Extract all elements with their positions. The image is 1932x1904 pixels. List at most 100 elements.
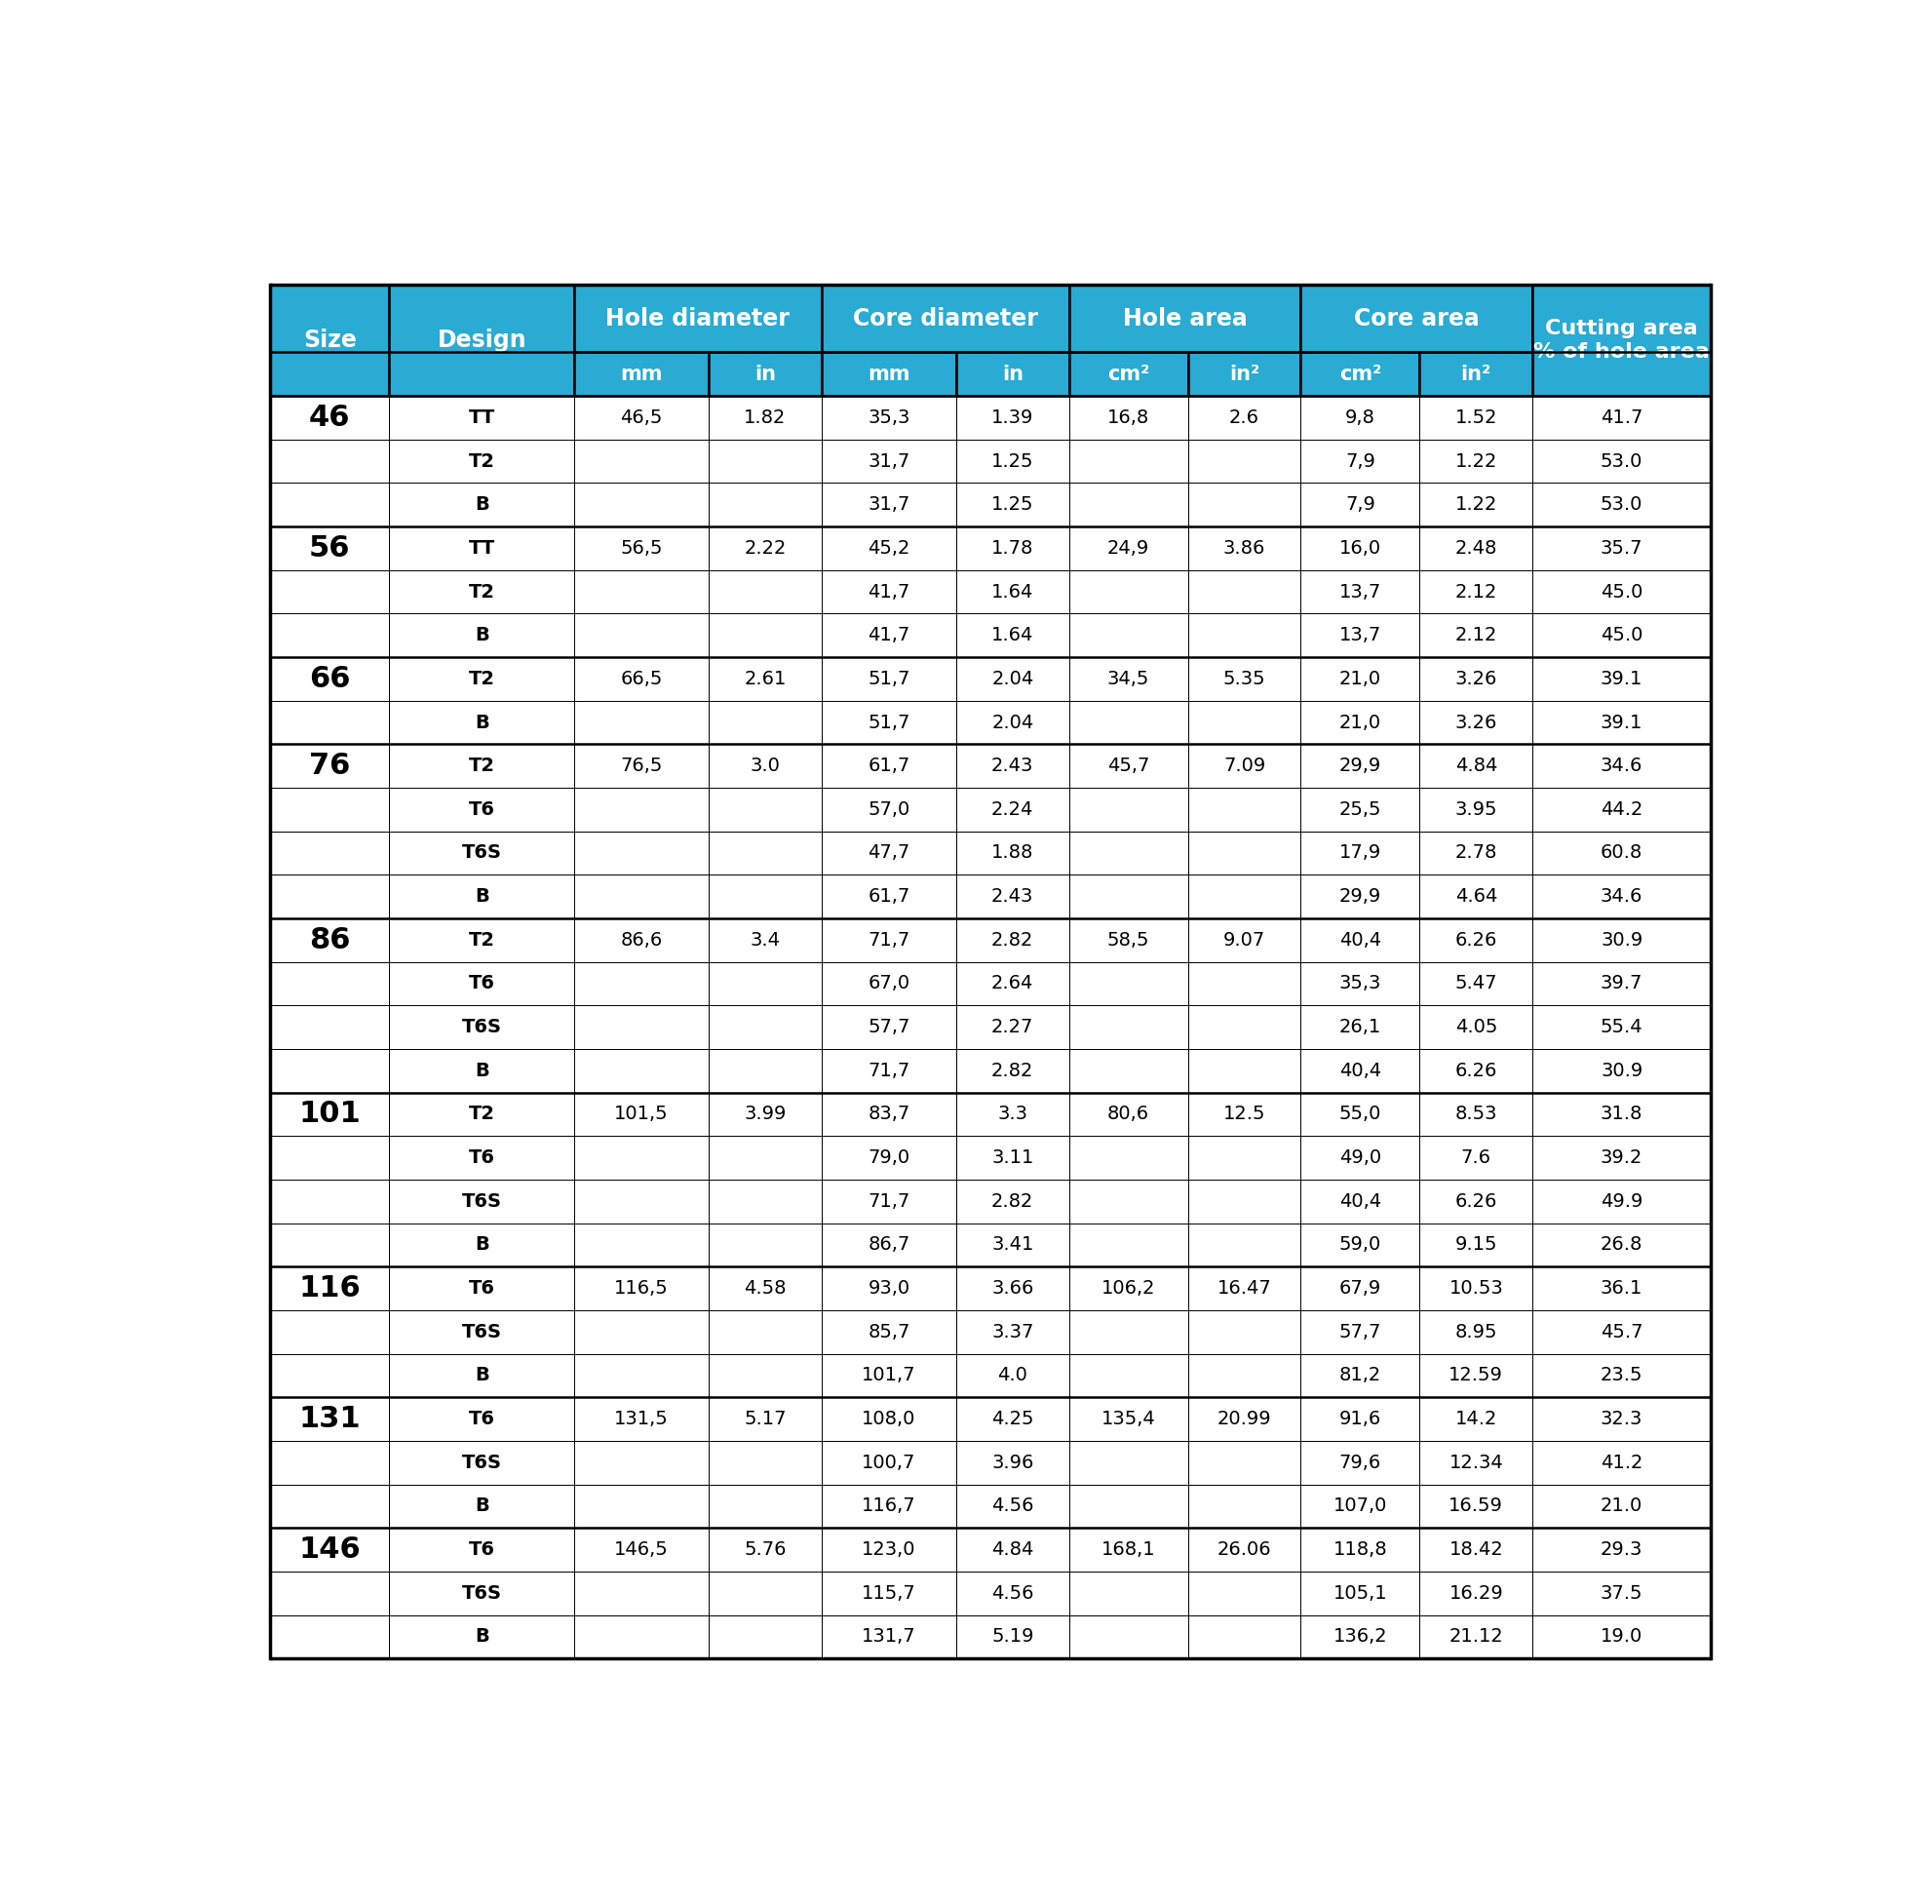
Text: T6: T6: [468, 1540, 495, 1559]
Bar: [1418, 1049, 1532, 1093]
Bar: [821, 1441, 956, 1485]
Text: 29,9: 29,9: [1339, 887, 1381, 906]
Bar: [270, 1093, 388, 1137]
Text: 20.99: 20.99: [1217, 1409, 1271, 1428]
Text: 131,5: 131,5: [614, 1409, 668, 1428]
Bar: [388, 1222, 574, 1266]
Bar: [574, 569, 709, 613]
Text: 51,7: 51,7: [867, 714, 910, 731]
Bar: [1188, 1615, 1300, 1658]
Bar: [270, 1485, 388, 1527]
Bar: [1068, 1398, 1188, 1441]
Text: 23.5: 23.5: [1600, 1367, 1642, 1384]
Bar: [388, 1266, 574, 1310]
Bar: [388, 484, 574, 527]
Bar: [270, 396, 388, 440]
Bar: [574, 1093, 709, 1137]
Text: 16.29: 16.29: [1449, 1584, 1503, 1603]
Bar: [956, 918, 1068, 962]
Bar: [821, 484, 956, 527]
Bar: [270, 788, 388, 832]
Text: 13,7: 13,7: [1339, 626, 1381, 645]
Text: 4.84: 4.84: [991, 1540, 1034, 1559]
Bar: [1300, 962, 1418, 1005]
Bar: [709, 1093, 821, 1137]
Bar: [388, 1093, 574, 1137]
Bar: [821, 1049, 956, 1093]
Bar: [956, 657, 1068, 701]
Bar: [1418, 1615, 1532, 1658]
Text: 2.24: 2.24: [991, 800, 1034, 819]
Text: 46,5: 46,5: [620, 407, 663, 426]
Bar: [1418, 1310, 1532, 1354]
Bar: [388, 396, 574, 440]
Text: Core area: Core area: [1352, 307, 1478, 329]
Text: B: B: [473, 626, 489, 645]
Text: T6S: T6S: [462, 1584, 502, 1603]
Bar: [709, 613, 821, 657]
Text: T2: T2: [468, 1104, 495, 1123]
Text: 2.6: 2.6: [1229, 407, 1260, 426]
Text: T2: T2: [468, 756, 495, 775]
Bar: [709, 1485, 821, 1527]
Bar: [1188, 1137, 1300, 1180]
Text: 4.0: 4.0: [997, 1367, 1028, 1384]
Bar: [821, 962, 956, 1005]
Bar: [1532, 484, 1710, 527]
Text: 51,7: 51,7: [867, 670, 910, 687]
Bar: [1300, 1310, 1418, 1354]
Bar: [709, 832, 821, 874]
Bar: [1532, 1485, 1710, 1527]
Text: 47,7: 47,7: [867, 843, 910, 863]
Bar: [388, 1180, 574, 1222]
Bar: [1068, 569, 1188, 613]
Text: 1.82: 1.82: [744, 407, 786, 426]
Bar: [1418, 832, 1532, 874]
Bar: [1300, 352, 1418, 396]
Bar: [1188, 744, 1300, 788]
Bar: [388, 701, 574, 744]
Text: 3.11: 3.11: [991, 1148, 1034, 1167]
Text: 2.04: 2.04: [991, 714, 1034, 731]
Bar: [1188, 1222, 1300, 1266]
Text: 8.95: 8.95: [1455, 1323, 1497, 1340]
Bar: [1188, 874, 1300, 918]
Text: 2.48: 2.48: [1455, 539, 1497, 558]
Bar: [1418, 484, 1532, 527]
Bar: [1418, 613, 1532, 657]
Bar: [1300, 788, 1418, 832]
Bar: [1532, 744, 1710, 788]
Bar: [388, 1137, 574, 1180]
Text: 2.27: 2.27: [991, 1019, 1034, 1036]
Text: 2.12: 2.12: [1455, 583, 1497, 602]
Bar: [1532, 613, 1710, 657]
Bar: [1532, 1354, 1710, 1398]
Text: 26.8: 26.8: [1600, 1236, 1642, 1255]
Bar: [956, 1049, 1068, 1093]
Text: 39.1: 39.1: [1600, 670, 1642, 687]
Bar: [709, 1005, 821, 1049]
Text: T6: T6: [468, 1148, 495, 1167]
Text: 55.4: 55.4: [1600, 1019, 1642, 1036]
Bar: [1300, 1441, 1418, 1485]
Bar: [1068, 1571, 1188, 1615]
Bar: [574, 832, 709, 874]
Bar: [709, 918, 821, 962]
Text: 29.3: 29.3: [1600, 1540, 1642, 1559]
Bar: [1188, 1005, 1300, 1049]
Text: 81,2: 81,2: [1339, 1367, 1381, 1384]
Bar: [1188, 1093, 1300, 1137]
Bar: [270, 1441, 388, 1485]
Text: 57,7: 57,7: [867, 1019, 910, 1036]
Text: 2.22: 2.22: [744, 539, 786, 558]
Text: 71,7: 71,7: [867, 1062, 910, 1080]
Bar: [1532, 1180, 1710, 1222]
Bar: [821, 527, 956, 569]
Bar: [956, 1398, 1068, 1441]
Bar: [1418, 1137, 1532, 1180]
Bar: [1300, 1222, 1418, 1266]
Bar: [574, 1266, 709, 1310]
Bar: [1300, 1049, 1418, 1093]
Text: 31,7: 31,7: [867, 451, 910, 470]
Text: 39.1: 39.1: [1600, 714, 1642, 731]
